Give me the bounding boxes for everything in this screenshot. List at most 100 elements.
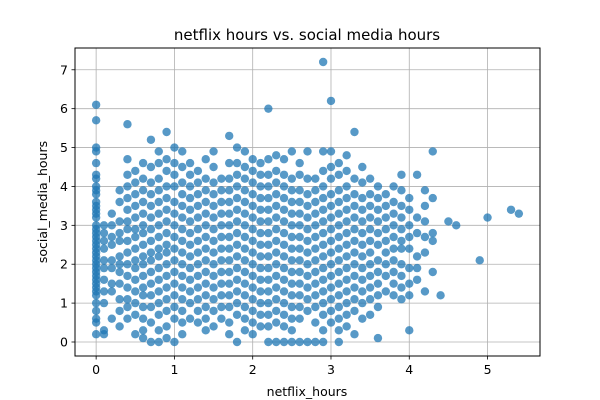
- data-point-111: [138, 260, 148, 269]
- data-point-610: [405, 279, 414, 288]
- data-point-128: [146, 256, 156, 265]
- data-point-207: [185, 228, 195, 238]
- data-point-329: [248, 260, 257, 269]
- data-point-396: [279, 298, 289, 308]
- data-point-236: [201, 244, 210, 253]
- data-point-467: [318, 240, 328, 249]
- data-point-307: [240, 186, 250, 195]
- data-point-324: [248, 201, 257, 211]
- data-point-251: [209, 236, 218, 246]
- data-point-150: [154, 326, 163, 335]
- data-point-159: [162, 228, 171, 238]
- data-point-113: [138, 283, 148, 292]
- data-point-570: [373, 279, 383, 288]
- data-point-491: [326, 318, 336, 327]
- data-point-395: [279, 287, 289, 296]
- data-point-560: [365, 295, 375, 304]
- data-point-442: [303, 295, 312, 304]
- data-point-537: [358, 162, 367, 172]
- data-point-615: [412, 228, 422, 238]
- data-point-71: [123, 120, 132, 129]
- data-point-483: [326, 225, 336, 234]
- data-point-112: [138, 271, 148, 281]
- data-point-35: [91, 306, 101, 316]
- data-point-622: [420, 232, 430, 242]
- data-point-287: [225, 330, 234, 339]
- data-point-400: [287, 147, 297, 156]
- data-point-562: [373, 182, 383, 191]
- data-point-420: [295, 209, 304, 218]
- data-point-248: [209, 201, 218, 211]
- data-point-462: [318, 182, 328, 191]
- data-point-473: [318, 310, 328, 319]
- data-point-208: [185, 240, 195, 249]
- data-point-342: [256, 228, 265, 238]
- data-point-305: [240, 162, 250, 172]
- data-point-375: [271, 236, 281, 246]
- data-point-75: [123, 193, 132, 203]
- data-point-153: [162, 155, 171, 164]
- data-point-406: [287, 232, 297, 242]
- data-point-274: [225, 174, 234, 183]
- data-point-220: [193, 225, 203, 234]
- data-point-403: [287, 197, 297, 207]
- data-point-300: [232, 287, 242, 296]
- data-point-33: [91, 291, 101, 300]
- data-point-416: [295, 158, 304, 168]
- data-point-460: [318, 147, 328, 156]
- data-point-629: [428, 267, 437, 277]
- data-point-446: [311, 186, 320, 195]
- data-point-95: [131, 256, 140, 265]
- data-point-271: [217, 314, 226, 323]
- data-point-40: [99, 228, 109, 238]
- data-point-123: [146, 201, 156, 211]
- data-point-435: [303, 213, 312, 222]
- data-point-277: [225, 209, 234, 218]
- data-point-527: [350, 213, 359, 222]
- data-point-361: [264, 263, 273, 273]
- data-point-507: [334, 337, 344, 347]
- x-axis-title: netflix_hours: [267, 384, 348, 399]
- data-point-592: [389, 291, 398, 300]
- data-point-42: [99, 244, 109, 253]
- data-point-167: [162, 322, 171, 331]
- data-point-221: [193, 236, 203, 246]
- data-point-489: [326, 295, 336, 304]
- data-point-414: [287, 326, 297, 335]
- data-point-526: [350, 201, 359, 211]
- data-point-514: [342, 228, 351, 238]
- data-point-4: [91, 158, 101, 168]
- data-point-44: [99, 263, 109, 273]
- data-point-611: [405, 291, 414, 300]
- data-point-534: [350, 295, 359, 304]
- data-point-388: [279, 205, 289, 214]
- data-point-603: [397, 295, 406, 304]
- data-point-298: [232, 263, 242, 273]
- data-point-482: [326, 213, 336, 222]
- data-point-613: [412, 170, 422, 179]
- data-point-78: [123, 225, 132, 234]
- data-point-85: [123, 302, 132, 312]
- data-point-276: [225, 197, 234, 207]
- data-point-563: [373, 193, 383, 203]
- data-point-133: [146, 318, 156, 327]
- data-point-80: [123, 248, 132, 257]
- data-point-408: [287, 256, 297, 265]
- data-point-628: [428, 236, 437, 246]
- data-point-273: [225, 158, 234, 168]
- data-point-265: [217, 244, 226, 253]
- data-point-50: [107, 209, 116, 218]
- data-point-192: [178, 236, 187, 246]
- data-point-279: [225, 232, 234, 242]
- data-point-223: [193, 260, 203, 269]
- data-point-224: [193, 271, 203, 281]
- data-point-165: [162, 295, 171, 304]
- data-point-135: [154, 147, 163, 156]
- data-point-46: [99, 287, 109, 296]
- data-point-130: [146, 279, 156, 288]
- data-point-421: [295, 221, 304, 230]
- data-point-422: [295, 232, 304, 242]
- data-point-397: [279, 310, 289, 319]
- data-point-348: [256, 298, 265, 308]
- data-point-292: [232, 193, 242, 203]
